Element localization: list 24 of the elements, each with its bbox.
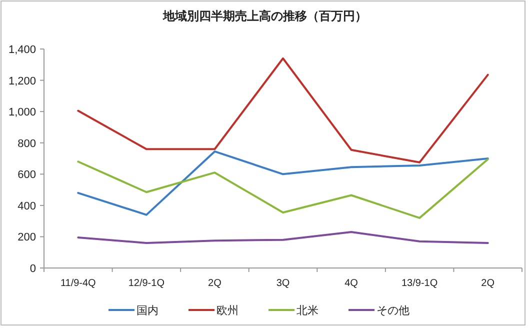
x-tick-label: 4Q	[344, 278, 358, 289]
x-tick-label: 13/9-1Q	[402, 278, 438, 289]
y-tick-label: 1,000	[8, 106, 36, 119]
x-tick-label: 12/9-1Q	[128, 278, 165, 289]
line-series	[77, 158, 489, 219]
y-tick-label: 400	[18, 200, 36, 212]
line-series	[77, 150, 489, 216]
legend-label: 欧州	[216, 304, 238, 317]
y-tick-label: 1,200	[8, 75, 36, 88]
chart-title: 地域別四半期売上高の推移（百万円）	[162, 9, 367, 23]
line-series	[77, 57, 489, 164]
x-tick-label: 11/9-4Q	[60, 278, 96, 289]
legend-label: 国内	[136, 304, 158, 317]
legend-label: 北米	[296, 304, 318, 317]
x-tick-label: 2Q	[481, 278, 495, 289]
legend-label: その他	[376, 305, 410, 317]
y-tick-label: 600	[18, 169, 36, 182]
line-series	[77, 231, 489, 244]
x-tick-label: 3Q	[276, 278, 290, 289]
y-tick-label: 800	[18, 138, 36, 150]
y-tick-label: 0	[30, 263, 36, 275]
x-tick-label: 2Q	[208, 278, 222, 289]
y-tick-label: 200	[18, 232, 36, 244]
y-tick-label: 1,400	[8, 44, 36, 56]
